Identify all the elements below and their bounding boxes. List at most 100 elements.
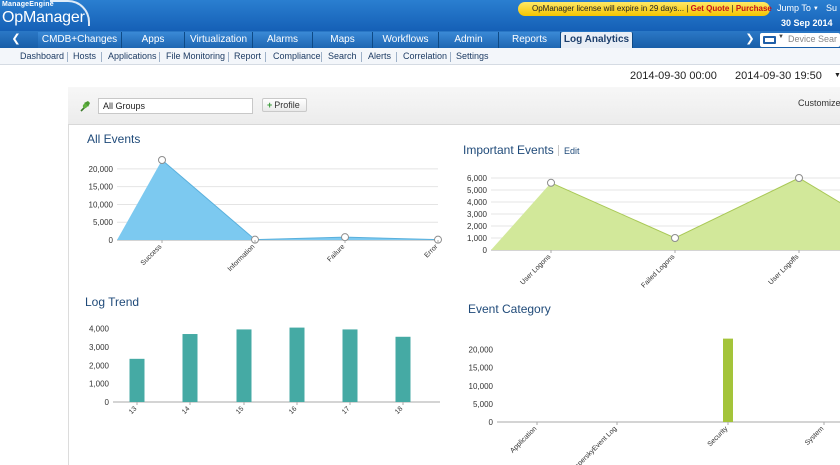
data-point — [795, 174, 803, 182]
tab-maps[interactable]: Maps — [313, 32, 373, 48]
area-series — [491, 178, 840, 250]
event-category-chart: 0 5,000 10,000 15,000 20,000 Application Kaspe… — [469, 338, 840, 465]
date-range-from[interactable]: 2014-09-30 00:00 — [630, 70, 717, 82]
x-tick-label: Application — [509, 425, 538, 454]
important-events-title: Important Events — [463, 143, 554, 157]
y-tick-label: 4,000 — [467, 198, 488, 207]
tab-cmdb-changes[interactable]: CMDB+Changes — [38, 32, 122, 48]
subnav-divider — [159, 52, 160, 62]
x-tick-label: 16 — [288, 405, 299, 416]
subnav-dashboard[interactable]: Dashboard — [20, 51, 65, 61]
device-search-input[interactable]: ▼ Device Sear — [760, 33, 840, 47]
subnav-compliance[interactable]: Compliance — [273, 51, 321, 61]
tab-admin[interactable]: Admin — [439, 32, 499, 48]
y-tick-label: 1,000 — [89, 380, 110, 389]
subnav-applications[interactable]: Applications — [108, 51, 157, 61]
subnav-divider — [265, 52, 266, 62]
x-tick-label: User Logoffs — [767, 253, 800, 286]
data-point — [158, 156, 166, 164]
series-line — [161, 159, 439, 241]
get-quote-link[interactable]: Get Quote — [690, 4, 730, 13]
subnav-report[interactable]: Report — [234, 51, 262, 61]
subnav-alerts[interactable]: Alerts — [368, 51, 392, 61]
all-events-chart: 0 5,000 10,000 15,000 20,000 Success Informati… — [89, 156, 442, 273]
chevron-down-icon[interactable]: ▼ — [778, 34, 784, 40]
license-banner: OpManager license will expire in 29 days… — [518, 2, 772, 16]
y-tick-label: 20,000 — [89, 165, 114, 174]
x-tick-label: KasperskyEvent Log — [568, 425, 618, 465]
main-tab-bar: ❮ CMDB+Changes Apps Virtualization Alarm… — [0, 31, 840, 48]
y-tick-label: 6,000 — [467, 174, 488, 183]
bar — [395, 336, 411, 402]
bar — [342, 329, 358, 402]
x-tick-label: System — [804, 425, 826, 447]
y-tick-label: 10,000 — [89, 200, 114, 209]
chevron-down-icon: ▼ — [812, 5, 819, 12]
bar — [182, 334, 198, 402]
y-tick-label: 5,000 — [473, 400, 494, 409]
app-header: ManageEngine OpManager OpManager license… — [0, 0, 840, 31]
bar — [236, 329, 252, 402]
tab-reports[interactable]: Reports — [499, 32, 561, 48]
header-menu-truncated[interactable]: Su — [826, 3, 838, 13]
jump-to-label: Jump To — [777, 3, 811, 13]
x-tick-label: Failed Logons — [640, 253, 676, 289]
data-point — [434, 235, 442, 244]
y-tick-label: 3,000 — [467, 210, 488, 219]
customize-link[interactable]: Customize — [798, 98, 840, 108]
date-range-dropdown-icon[interactable]: ▼ — [834, 72, 840, 79]
subnav-search[interactable]: Search — [328, 51, 357, 61]
x-tick-label: User Logons — [519, 253, 552, 286]
x-tick-label: Error — [423, 243, 439, 259]
y-tick-label: 2,000 — [89, 361, 110, 370]
subnav-correlation[interactable]: Correlation — [403, 51, 448, 61]
y-tick-label: 5,000 — [467, 186, 488, 195]
device-search-placeholder: Device Sear — [788, 34, 838, 44]
subnav-divider — [101, 52, 102, 62]
sub-navigation: Dashboard Hosts Applications File Monito… — [0, 48, 840, 65]
y-tick-label: 0 — [105, 398, 110, 407]
data-point — [251, 235, 259, 244]
y-tick-label: 0 — [489, 418, 494, 427]
jump-to-menu[interactable]: Jump To ▼ — [777, 3, 819, 13]
subnav-divider — [67, 52, 68, 62]
purchase-link[interactable]: Purchase — [735, 4, 772, 13]
subnav-settings[interactable]: Settings — [456, 51, 489, 61]
pin-icon[interactable] — [79, 100, 91, 112]
y-tick-label: 2,000 — [467, 222, 488, 231]
license-text: OpManager license will expire in 29 days… — [532, 4, 685, 13]
subnav-divider — [396, 52, 397, 62]
x-tick-label: Information — [227, 243, 257, 273]
y-tick-label: 3,000 — [89, 343, 110, 352]
tab-scroll-left-icon[interactable]: ❮ — [11, 33, 21, 45]
edit-important-events-link[interactable]: Edit — [564, 146, 580, 156]
tab-apps[interactable]: Apps — [122, 32, 185, 48]
add-profile-button[interactable]: + Profile — [262, 98, 307, 112]
subnav-divider — [361, 52, 362, 62]
bar — [289, 327, 305, 402]
tab-virtualization[interactable]: Virtualization — [185, 32, 253, 48]
data-point — [341, 233, 349, 242]
x-tick-label: 18 — [394, 405, 405, 416]
subnav-hosts[interactable]: Hosts — [73, 51, 97, 61]
group-select[interactable]: All Groups — [98, 98, 253, 114]
tab-alarms[interactable]: Alarms — [253, 32, 313, 48]
tab-log-analytics[interactable]: Log Analytics — [561, 32, 633, 48]
subnav-divider — [228, 52, 229, 62]
brand-vendor: ManageEngine — [2, 1, 54, 8]
y-tick-label: 1,000 — [467, 234, 488, 243]
all-events-title: All Events — [87, 132, 141, 146]
subnav-file-monitoring[interactable]: File Monitoring — [166, 51, 226, 61]
tab-workflows[interactable]: Workflows — [373, 32, 439, 48]
x-tick-label: 17 — [341, 405, 352, 416]
date-range-to[interactable]: 2014-09-30 19:50 — [735, 70, 822, 82]
y-tick-label: 10,000 — [469, 382, 494, 391]
log-trend-title: Log Trend — [85, 295, 140, 309]
tab-scroll-right-icon[interactable]: ❯ — [745, 33, 755, 45]
x-tick-label: Failure — [326, 243, 346, 263]
x-tick-label: 14 — [181, 405, 192, 416]
y-tick-label: 5,000 — [93, 218, 114, 227]
subnav-divider — [450, 52, 451, 62]
data-point — [671, 234, 679, 242]
log-trend-chart: 0 1,000 2,000 3,000 4,000 13 14 15 16 17 18 — [89, 325, 440, 416]
